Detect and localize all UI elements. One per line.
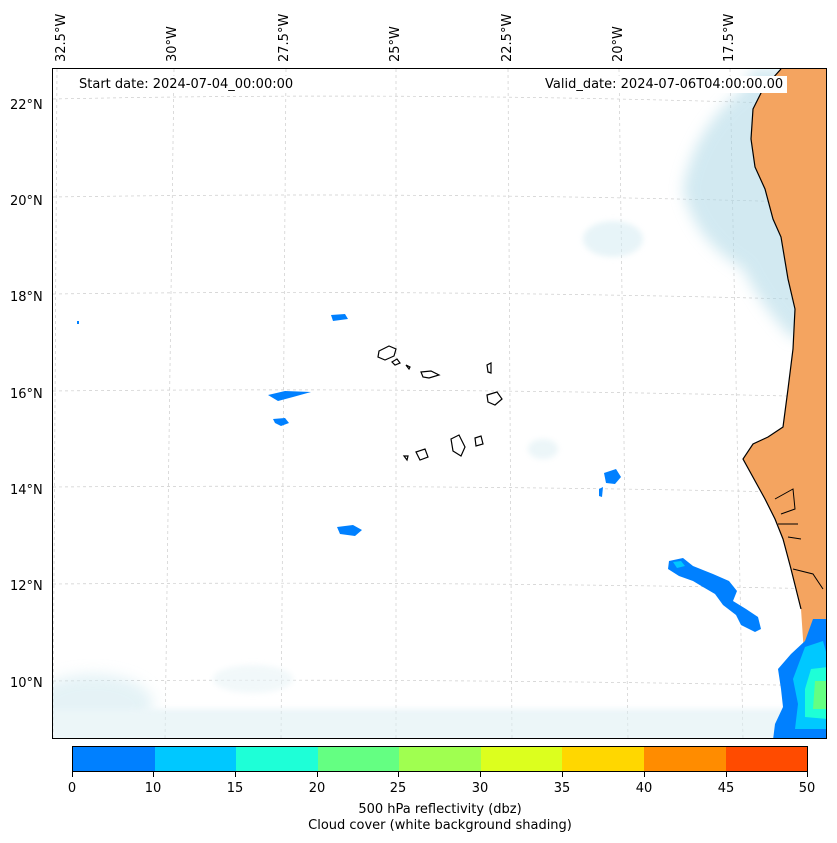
colorbar-ticklabel-10: 10 <box>144 781 162 796</box>
lon-label-32-5w: 32.5°W <box>54 13 69 62</box>
colorbar-tick <box>480 772 481 777</box>
cloud-cover-shading <box>53 69 826 738</box>
africa-land <box>743 69 826 738</box>
lat-label-18: 18°N <box>10 290 43 305</box>
colorbar-tick <box>726 772 727 777</box>
lon-label-30w: 30°W <box>165 26 180 62</box>
colorbar-ticklabel-30: 30 <box>471 781 489 796</box>
colorbar-tick <box>807 772 808 777</box>
colorbar-ticklabel-45: 45 <box>717 781 735 796</box>
colorbar-tick <box>72 772 73 777</box>
start-date-label: Start date: 2024-07-04_00:00:00 <box>75 76 298 93</box>
colorbar-segment-35-40 <box>562 747 644 771</box>
colorbar <box>72 746 808 772</box>
gridlines <box>53 69 826 738</box>
colorbar-segment-15-20 <box>236 747 318 771</box>
valid-date-label: Valid_date: 2024-07-06T04:00:00.00 <box>541 76 788 93</box>
colorbar-segment-0-10 <box>73 747 155 771</box>
lat-label-16: 16°N <box>10 387 43 402</box>
lon-label-20w: 20°W <box>611 26 626 62</box>
cape-verde-islands <box>377 345 503 462</box>
colorbar-tick <box>562 772 563 777</box>
colorbar-ticklabel-40: 40 <box>635 781 653 796</box>
lat-label-10: 10°N <box>10 676 43 691</box>
senegal-gambia-border <box>774 488 824 590</box>
colorbar-tick <box>153 772 154 777</box>
colorbar-tick <box>398 772 399 777</box>
reflectivity-cells <box>77 314 826 738</box>
colorbar-segment-20-25 <box>317 747 400 771</box>
colorbar-segment-40-45 <box>643 747 726 771</box>
map-canvas <box>53 69 826 738</box>
lon-label-22-5w: 22.5°W <box>500 13 515 62</box>
lat-label-14: 14°N <box>10 483 43 498</box>
colorbar-ticklabel-20: 20 <box>308 781 326 796</box>
colorbar-segment-45-50 <box>725 747 808 771</box>
lat-label-12: 12°N <box>10 579 43 594</box>
colorbar-ticklabel-15: 15 <box>226 781 244 796</box>
colorbar-segment-10-15 <box>154 747 237 771</box>
colorbar-label-reflectivity: 500 hPa reflectivity (dbz) <box>358 802 522 817</box>
colorbar-tick <box>644 772 645 777</box>
colorbar-ticklabel-50: 50 <box>798 781 816 796</box>
colorbar-ticklabel-35: 35 <box>553 781 571 796</box>
colorbar-tick <box>317 772 318 777</box>
colorbar-label-cloud-cover: Cloud cover (white background shading) <box>308 818 572 833</box>
lon-label-27-5w: 27.5°W <box>277 13 292 62</box>
lon-label-17-5w: 17.5°W <box>722 13 737 62</box>
lon-label-25w: 25°W <box>388 26 403 62</box>
colorbar-tick <box>235 772 236 777</box>
lat-label-20: 20°N <box>10 194 43 209</box>
map-frame[interactable] <box>52 68 827 739</box>
colorbar-ticklabel-0: 0 <box>67 781 77 796</box>
colorbar-segment-30-35 <box>480 747 563 771</box>
colorbar-ticklabel-25: 25 <box>389 781 407 796</box>
colorbar-segment-25-30 <box>399 747 481 771</box>
africa-coastline <box>742 69 802 610</box>
lat-label-22: 22°N <box>10 98 43 113</box>
